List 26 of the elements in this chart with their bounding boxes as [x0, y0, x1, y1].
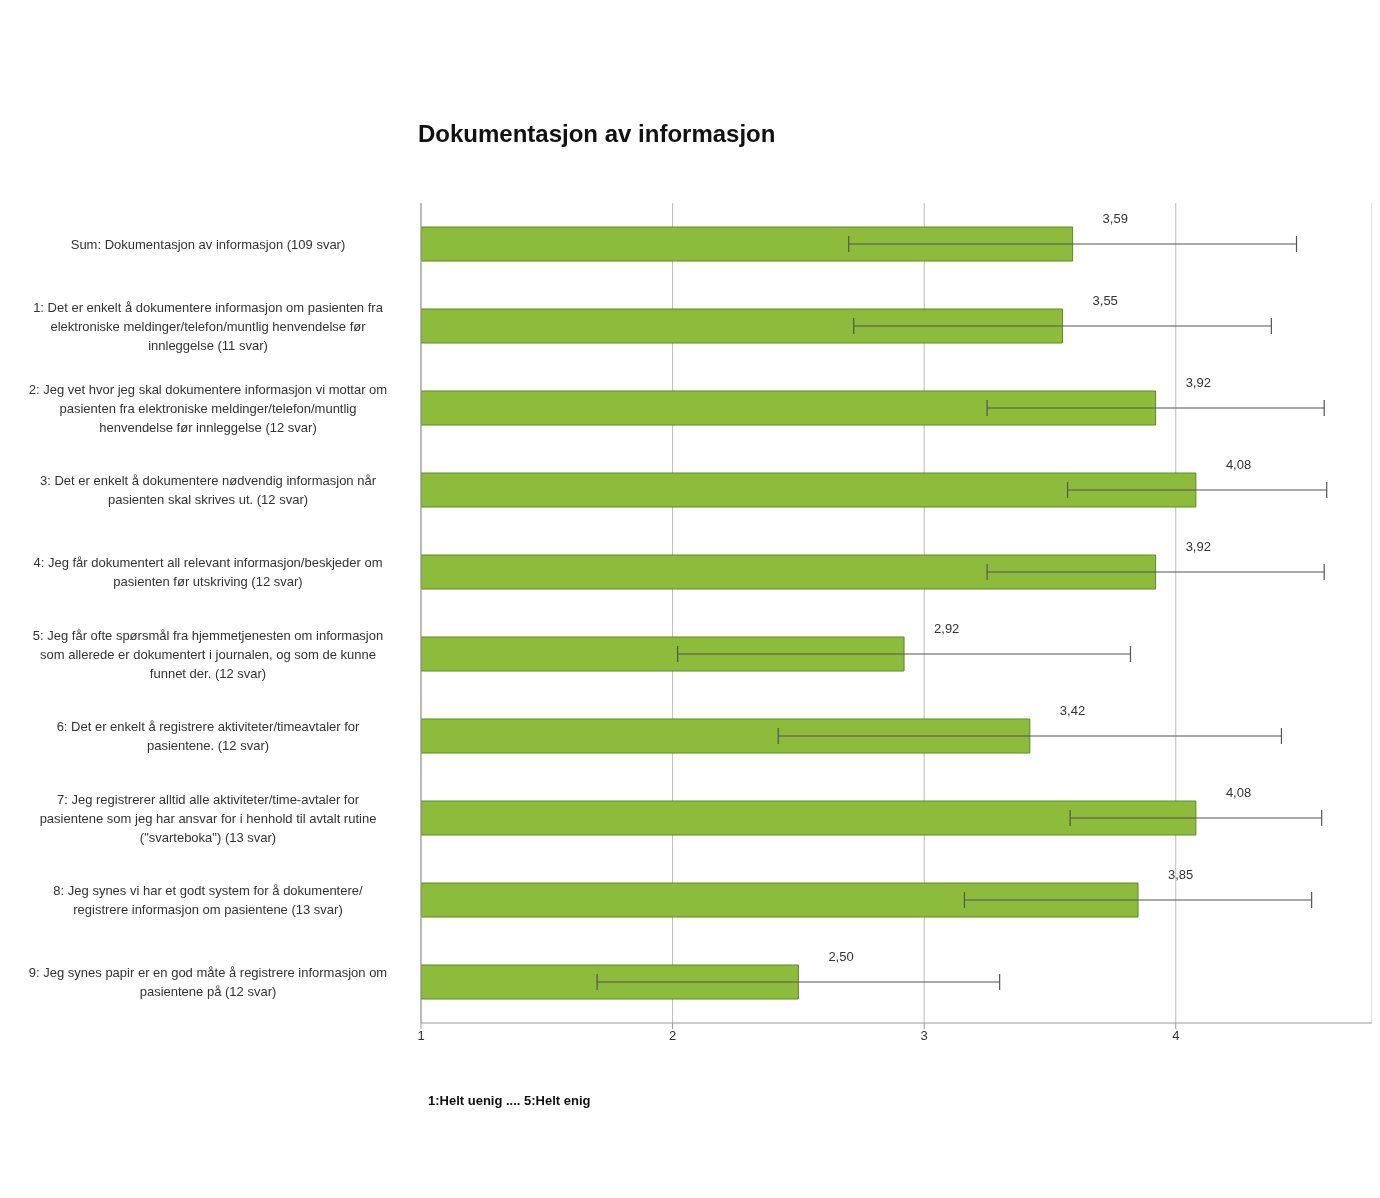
y-tick-label: 9: Jeg synes papir er en god måte å registrere informasjon om pasientene på (12 svar) [28, 965, 388, 1000]
y-tick-label: Sum: Dokumentasjon av informasjon (109 svar) [70, 236, 346, 252]
chart-title: Dokumentasjon av informasjon [418, 120, 776, 148]
data-label: 4,08 [1225, 457, 1252, 472]
x-tick-label: 1 [417, 1028, 425, 1044]
x-tick-label: 3 [920, 1028, 928, 1044]
y-tick-label: 1: Det er enkelt å dokumentere informasjon om pasienten fra elektroniske meldinger/telefon/muntlig henvendelse før innleggelse (11 svar) [33, 299, 384, 353]
y-tick-label: 3: Det er enkelt å dokumentere nødvendig informasjon når pasienten skal skrives ut. (12 svar) [39, 473, 377, 508]
y-tick-label: 5: Jeg får ofte spørsmål fra hjemmetjenesten om informasjon som allerede er dokumentert i journalen, og som de kunne funnet der. (12 svar) [32, 627, 384, 681]
data-label: 3,92 [1185, 539, 1211, 554]
data-label: 3,92 [1185, 375, 1211, 390]
data-label: 3,85 [1168, 867, 1194, 882]
data-label: 2,92 [934, 621, 960, 636]
y-tick-label: 8: Jeg synes vi har et godt system for å dokumentere/ registrere informasjon om pasientene (13 svar) [53, 883, 364, 918]
x-tick-label: 2 [668, 1028, 677, 1044]
data-label: 3,59 [1102, 211, 1128, 226]
x-tick-label: 4 [1172, 1028, 1180, 1044]
y-tick-label: 2: Jeg vet hvor jeg skal dokumentere informasjon vi mottar om pasienten fra elektroniske meldinger/telefon/muntlig henvendelse før innleggelse (12 svar) [28, 381, 388, 435]
y-tick-label: 6: Det er enkelt å registrere aktiviteter/timeavtaler for pasientene. (12 svar) [56, 719, 361, 754]
data-label: 4,08 [1225, 785, 1252, 800]
text: 1:Helt uenig .... 5:Helt enig [428, 1093, 592, 1108]
data-label: 3,42 [1059, 703, 1086, 718]
data-label: 3,55 [1092, 293, 1118, 308]
y-tick-label: 4: Jeg får dokumentert all relevant informasjon/beskjeder om pasienten før utskriving (12 svar) [33, 555, 383, 590]
y-tick-label: 7: Jeg registrerer alltid alle aktiviteter/time-avtaler for pasientene som jeg har ansvar for i henhold til avtalt rutine ("svarteboka") (13 svar) [39, 791, 377, 845]
data-label: 2,50 [828, 949, 854, 964]
